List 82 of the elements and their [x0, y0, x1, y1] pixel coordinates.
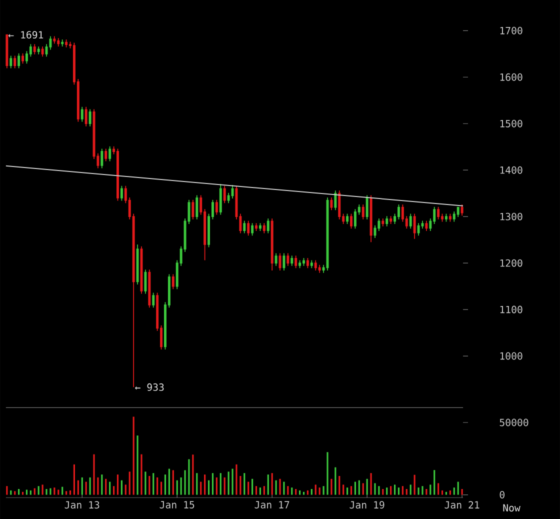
candlestick — [318, 264, 321, 274]
y-tick-label: 1000 — [500, 352, 522, 360]
candlestick — [448, 213, 452, 222]
y-tick-label: 1300 — [500, 212, 522, 220]
candlestick — [196, 194, 198, 220]
x-tick-label: Jan 21 — [444, 500, 480, 508]
candlestick — [104, 148, 108, 162]
candlestick — [84, 106, 88, 127]
candlestick — [413, 213, 416, 240]
candlestick — [172, 274, 174, 290]
candlestick — [247, 220, 250, 236]
candlestick — [215, 199, 218, 215]
candlestick — [314, 260, 317, 271]
candlestick — [80, 106, 84, 122]
candlestick — [37, 46, 40, 55]
annotation: ← 933 — [135, 383, 164, 391]
x-tick-label: Jan 17 — [254, 500, 290, 508]
candlestick — [444, 213, 448, 222]
candlestick — [53, 36, 56, 44]
candlestick — [425, 220, 428, 232]
candlestick — [437, 206, 440, 220]
candlestick — [306, 257, 309, 268]
y-tick-label: 1400 — [500, 166, 522, 174]
candlestick — [65, 38, 68, 48]
candlestick — [41, 46, 44, 57]
text: Now — [503, 504, 520, 512]
candlestick — [382, 218, 384, 227]
candlestick — [152, 292, 155, 308]
candlestick — [390, 215, 392, 224]
candlestick — [144, 268, 147, 294]
candlestick — [100, 148, 104, 168]
candlestick — [88, 108, 92, 127]
candlestick — [10, 55, 12, 69]
candlestick — [14, 55, 16, 69]
candlestick — [231, 184, 234, 199]
candlestick — [350, 213, 352, 229]
candlestick — [61, 38, 64, 47]
y-tick-label: 1600 — [500, 73, 522, 81]
candlestick — [362, 204, 364, 220]
y-tick-label: 50000 — [500, 418, 528, 426]
y-tick-label: 1200 — [500, 259, 522, 267]
candlestick — [294, 254, 298, 268]
candlestick — [33, 43, 36, 55]
candlestick — [409, 213, 412, 229]
y-tick-label: 1500 — [500, 120, 522, 128]
candlestick — [270, 218, 274, 271]
x-tick-label: Jan 19 — [350, 500, 384, 508]
candlestick — [346, 213, 349, 224]
candlestick — [460, 204, 464, 216]
candlestick — [22, 52, 24, 64]
x-tick-label: Jan 15 — [160, 500, 194, 508]
x-tick-label: Jan 13 — [64, 500, 100, 508]
candlestick — [108, 146, 112, 162]
candlestick — [310, 260, 313, 268]
candlestick — [282, 252, 286, 271]
candlestick — [386, 215, 388, 227]
candlestick — [262, 222, 266, 234]
candlestick — [266, 218, 270, 234]
candlestick — [286, 252, 290, 266]
candlestick — [18, 52, 20, 69]
candlestick — [302, 257, 305, 266]
candlestick — [223, 185, 226, 204]
candlestick — [57, 37, 60, 47]
candlestick — [120, 185, 123, 202]
candlestick — [274, 252, 278, 266]
candlestick — [290, 254, 294, 266]
candlestick — [298, 260, 302, 268]
candlestick — [456, 206, 460, 218]
y-tick-label: 1100 — [500, 306, 522, 314]
candlestick — [219, 183, 222, 215]
candlestick — [452, 210, 456, 222]
candlestick — [417, 222, 420, 236]
candlestick — [255, 222, 258, 232]
candlestick — [258, 222, 262, 232]
candlestick — [330, 196, 333, 210]
y-tick-label: 1700 — [500, 26, 522, 34]
y-tick-label: 0 — [500, 490, 504, 498]
candlestick — [251, 222, 254, 236]
candlestick — [243, 220, 246, 234]
annotation: ← 1691 — [8, 30, 44, 38]
candlestick — [192, 199, 194, 220]
candlestick — [136, 244, 139, 285]
